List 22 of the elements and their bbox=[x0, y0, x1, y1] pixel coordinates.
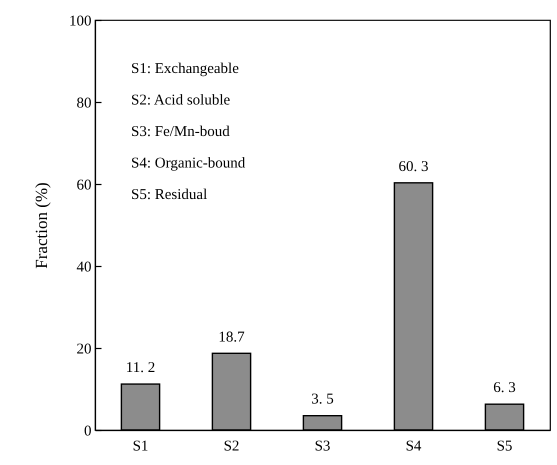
data-label: 6. 3 bbox=[493, 380, 516, 396]
annotation: S1: Exchangeable bbox=[131, 61, 240, 77]
data-label: 3. 5 bbox=[311, 392, 334, 408]
y-tick-label: 80 bbox=[76, 96, 92, 112]
annotation: S5: Residual bbox=[131, 187, 208, 203]
data-label: 11. 2 bbox=[126, 360, 156, 376]
y-tick-label: 0 bbox=[84, 424, 92, 440]
annotation: S4: Organic-bound bbox=[131, 156, 246, 172]
x-tick-label: S1 bbox=[132, 438, 148, 454]
y-tick-label: 20 bbox=[76, 342, 92, 358]
y-tick-label: 40 bbox=[76, 260, 92, 276]
y-axis-title: Fraction (%) bbox=[32, 182, 51, 269]
x-tick-label: S5 bbox=[496, 438, 512, 454]
x-tick-label: S4 bbox=[406, 438, 422, 454]
annotation: S2: Acid soluble bbox=[131, 92, 231, 108]
y-tick-label: 60 bbox=[76, 178, 92, 194]
y-tick-label: 100 bbox=[69, 14, 92, 30]
data-label: 18.7 bbox=[218, 329, 246, 346]
x-tick-label: S2 bbox=[224, 438, 240, 454]
annotation: S3: Fe/Mn-boud bbox=[131, 124, 230, 140]
data-label: 60. 3 bbox=[398, 158, 428, 175]
x-tick-label: S3 bbox=[314, 438, 330, 454]
